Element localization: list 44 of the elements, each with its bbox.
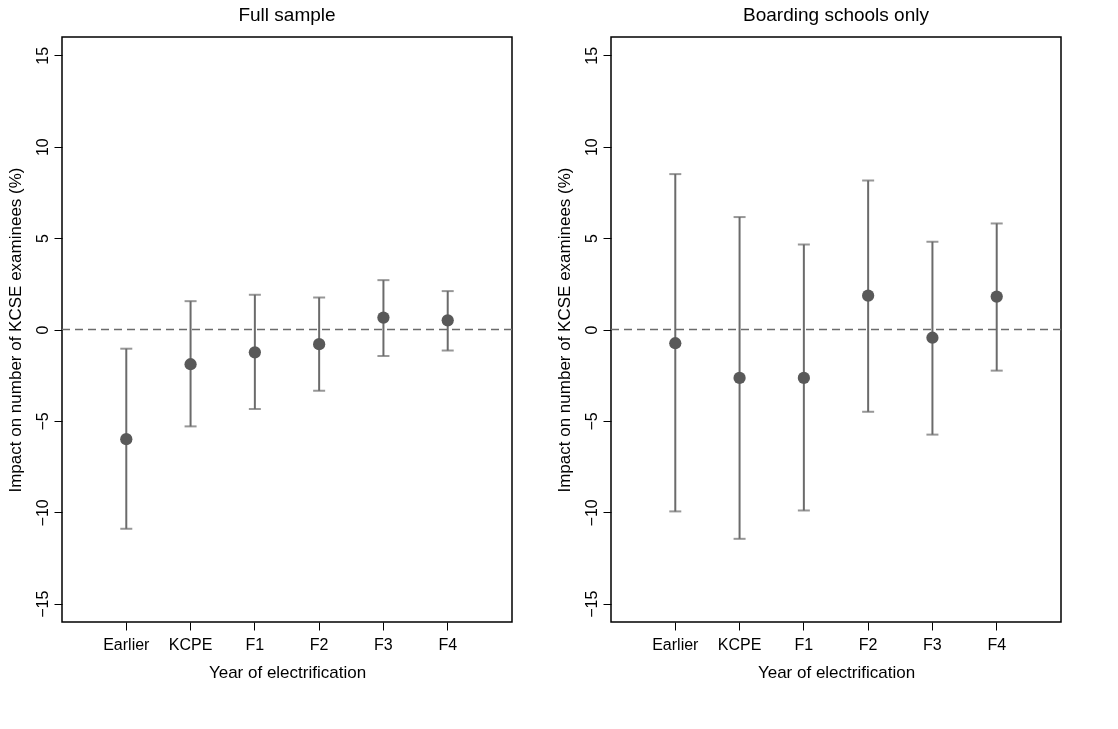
x-tick-label: F4: [438, 635, 458, 653]
y-tick-label: 0: [582, 325, 600, 335]
x-tick-label: KCPE: [168, 635, 213, 653]
y-tick-label: −10: [582, 499, 600, 527]
x-tick-label: KCPE: [717, 635, 762, 653]
point: [120, 433, 133, 446]
y-tick-label: −15: [33, 590, 51, 618]
y-tick-label: 0: [33, 325, 51, 335]
point: [862, 289, 875, 302]
y-tick-label: 10: [582, 138, 600, 157]
x-tick-label: F1: [794, 635, 814, 653]
point: [990, 290, 1003, 303]
point: [184, 358, 197, 371]
x-tick-label: F1: [245, 635, 265, 653]
y-axis-title: Impact on number of KCSE examinees (%): [554, 167, 574, 493]
x-axis-title: Year of electrification: [208, 662, 367, 682]
y-tick-label: −10: [33, 499, 51, 527]
x-tick-label: F4: [987, 635, 1007, 653]
y-tick-label: −15: [582, 590, 600, 618]
y-tick-label: 5: [582, 234, 600, 244]
x-tick-label: Earlier: [103, 635, 151, 653]
y-tick-label: 15: [33, 46, 51, 65]
point: [377, 311, 390, 324]
y-tick-label: −5: [582, 412, 600, 431]
point: [733, 371, 746, 385]
point: [248, 346, 261, 359]
point: [313, 338, 326, 351]
x-tick-label: F3: [923, 635, 942, 653]
x-tick-label: Earlier: [652, 635, 700, 653]
x-tick-label: F3: [374, 635, 393, 653]
point: [797, 371, 810, 385]
x-tick-label: F2: [858, 635, 878, 653]
y-tick-label: −5: [33, 412, 51, 431]
y-axis-title: Impact on number of KCSE examinees (%): [5, 167, 25, 493]
point: [926, 331, 939, 344]
y-tick-label: 10: [33, 138, 51, 157]
x-tick-label: F2: [309, 635, 329, 653]
chart-title: Full sample: [238, 4, 336, 25]
point: [669, 337, 682, 350]
point: [441, 314, 454, 327]
y-tick-label: 5: [33, 234, 51, 244]
chart-title: Boarding schools only: [743, 4, 930, 25]
y-tick-label: 15: [582, 46, 600, 65]
x-axis-title: Year of electrification: [757, 662, 916, 682]
